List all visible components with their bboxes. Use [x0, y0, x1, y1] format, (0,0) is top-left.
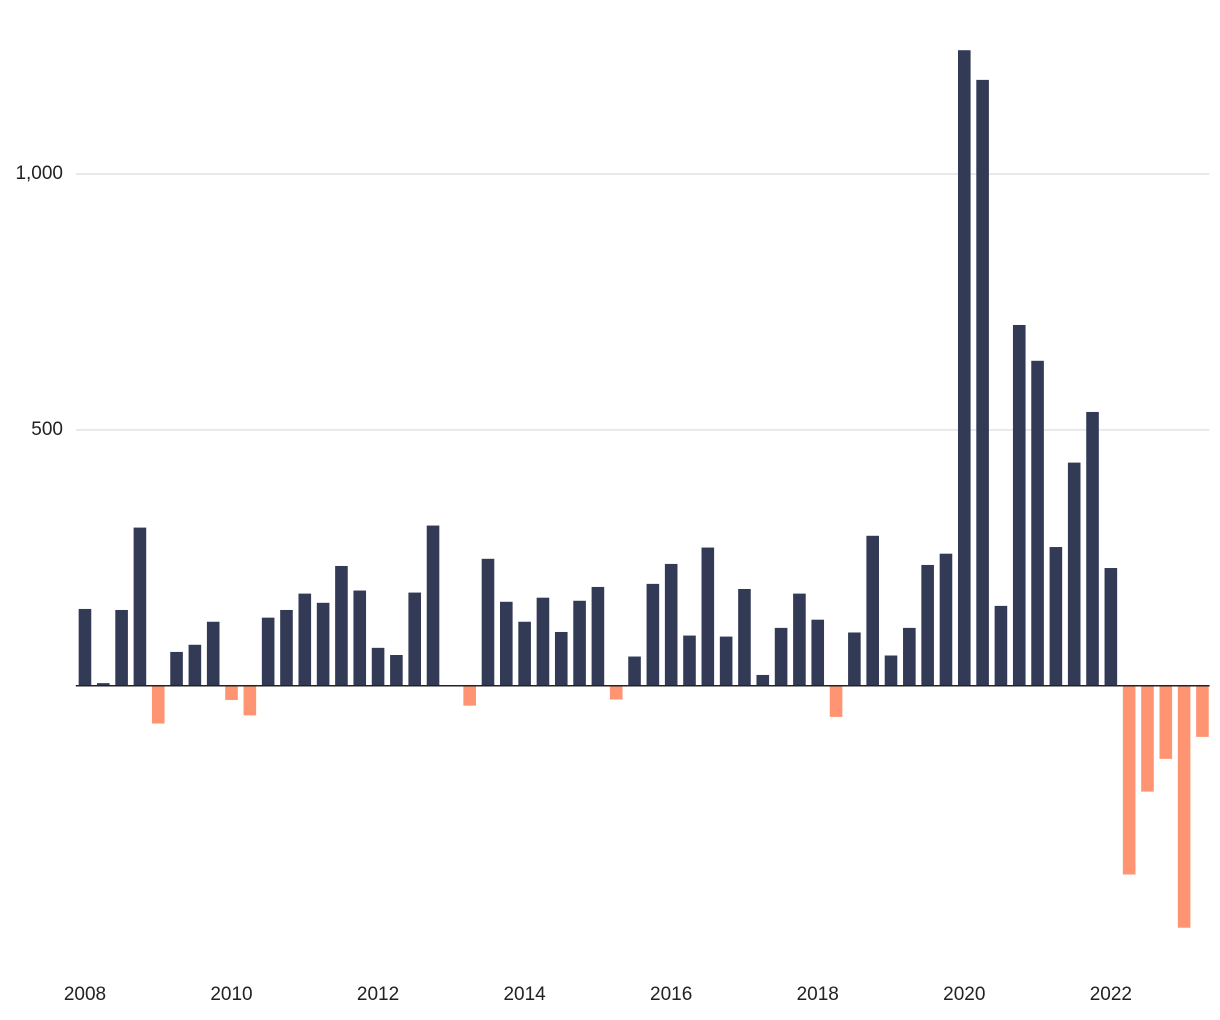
bar: [719, 636, 733, 686]
bar: [591, 586, 605, 686]
y-tick-label: 1,000: [15, 163, 63, 184]
bar: [133, 527, 147, 686]
bar: [518, 621, 531, 686]
bar: [96, 683, 110, 686]
bar: [316, 602, 330, 686]
bar: [664, 563, 678, 686]
bar: [609, 685, 623, 700]
bar: [206, 621, 220, 686]
bar: [115, 609, 128, 686]
bar: [298, 593, 312, 686]
bar: [225, 685, 238, 701]
bar: [884, 655, 898, 686]
bar: [756, 674, 770, 686]
bar: [1141, 685, 1154, 792]
bar: [1012, 324, 1026, 686]
bar: [939, 553, 953, 686]
bar: [976, 79, 989, 686]
bar: [554, 631, 568, 686]
bar: [280, 609, 293, 686]
x-tick-label: 2010: [210, 984, 252, 1005]
bar: [188, 644, 202, 686]
bar: [994, 605, 1008, 686]
x-tick-label: 2020: [943, 984, 985, 1005]
bar: [1104, 568, 1118, 686]
bar: [536, 597, 550, 686]
bar: [1049, 547, 1063, 686]
bar: [683, 635, 696, 686]
bar: [371, 647, 385, 686]
bar: [335, 565, 348, 686]
bar: [261, 617, 275, 686]
x-tick-label: 2016: [650, 984, 692, 1005]
bar: [701, 547, 715, 686]
bar: [1122, 685, 1136, 875]
bar: [573, 600, 586, 686]
bar: [170, 651, 183, 686]
bar: [1177, 685, 1191, 928]
bar: [921, 564, 934, 686]
bar: [628, 656, 641, 686]
x-tick-label: 2008: [64, 984, 106, 1005]
x-tick-label: 2012: [357, 984, 399, 1005]
bar: [738, 588, 751, 686]
bar: [390, 655, 403, 686]
bar: [793, 593, 806, 686]
bar: [408, 592, 422, 686]
bar: [903, 627, 916, 686]
bar: [1067, 462, 1081, 686]
x-tick-label: 2014: [503, 984, 546, 1005]
bar: [481, 558, 495, 686]
bar: [78, 608, 92, 686]
bar: [957, 50, 971, 686]
bar: [1086, 411, 1099, 686]
bar: [774, 627, 788, 686]
bar: [426, 525, 440, 686]
bar: [646, 583, 660, 686]
x-tick-label: 2018: [797, 984, 839, 1005]
bar: [1196, 685, 1209, 737]
bar: [829, 685, 843, 717]
bar: [811, 619, 825, 686]
bar: [353, 590, 367, 686]
bar: [500, 601, 513, 686]
bar: [866, 535, 879, 686]
x-tick-label: 2022: [1090, 984, 1132, 1005]
bar: [243, 685, 257, 716]
y-tick-label: 500: [31, 419, 63, 440]
bar: [1159, 685, 1173, 759]
bar: [848, 632, 861, 686]
bar: [1031, 360, 1044, 686]
bar: [151, 685, 165, 724]
bar: [463, 685, 476, 706]
